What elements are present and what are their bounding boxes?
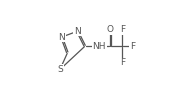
- Text: O: O: [106, 25, 113, 34]
- Text: F: F: [130, 42, 135, 51]
- Text: N: N: [74, 27, 81, 36]
- Text: F: F: [120, 25, 125, 34]
- Text: NH: NH: [92, 42, 106, 51]
- Text: S: S: [57, 65, 63, 74]
- Text: F: F: [120, 58, 125, 67]
- Text: N: N: [58, 33, 65, 42]
